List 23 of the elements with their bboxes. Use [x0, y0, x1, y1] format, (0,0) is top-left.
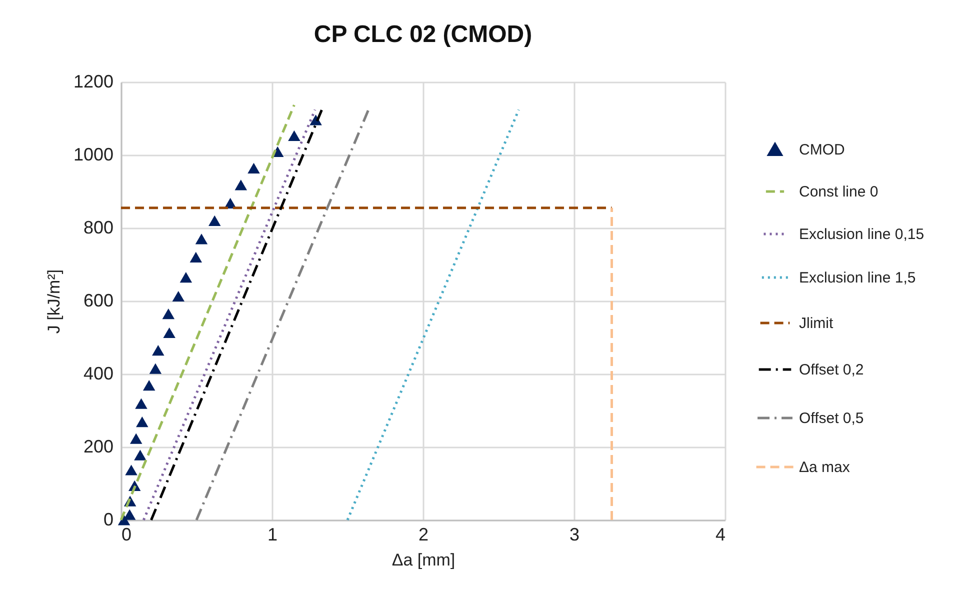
legend-label: Δa max — [799, 459, 850, 476]
y-tick-label: 1200 — [73, 72, 114, 92]
y-tick-label: 200 — [83, 436, 114, 456]
x-axis-title: Δa [mm] — [392, 550, 456, 570]
chart-title: CP CLC 02 (CMOD) — [314, 21, 532, 48]
y-axis-title: J [kJ/m²] — [44, 269, 64, 334]
y-tick-label: 400 — [83, 364, 114, 384]
x-tick-label: 0 — [122, 524, 132, 544]
y-tick-label: 800 — [83, 218, 114, 238]
legend-label: Const line 0 — [799, 184, 878, 200]
y-tick-label: 600 — [83, 290, 114, 310]
y-tick-label: 0 — [103, 510, 114, 530]
x-tick-label: 2 — [418, 524, 429, 544]
x-tick-label: 3 — [569, 524, 580, 544]
x-tick-label: 1 — [267, 524, 278, 544]
legend-label: Offset 0,5 — [799, 410, 864, 427]
legend-label: Offset 0,2 — [799, 362, 864, 378]
legend-label: Exclusion line 0,15 — [799, 226, 924, 243]
legend-label: CMOD — [799, 142, 845, 158]
legend-label: Jlimit — [799, 315, 834, 332]
legend-label: Exclusion line 1,5 — [799, 270, 916, 286]
y-tick-label: 1000 — [73, 144, 114, 164]
x-tick-label: 4 — [715, 524, 726, 544]
